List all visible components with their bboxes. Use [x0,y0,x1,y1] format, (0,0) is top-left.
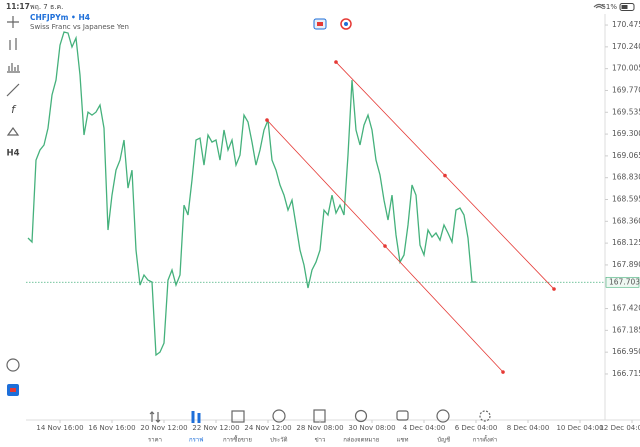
y-tick-label: 167.420 [612,304,640,313]
battery-level [621,5,628,9]
nav-label[interactable]: กล่องจดหมาย [343,437,379,444]
y-tick-label: 170.475 [612,20,640,29]
functions-tool[interactable]: f [11,103,17,116]
nav-icons [149,409,491,423]
y-tick-label: 167.185 [612,325,640,334]
nav-icon-chart[interactable] [191,411,201,423]
x-tick-label: 20 Nov 12:00 [140,424,187,432]
nav-icon-history[interactable] [272,409,286,423]
trendline-handle [334,60,338,64]
quick-trade-button[interactable] [6,358,20,372]
x-tick-label: 28 Nov 08:00 [296,424,343,432]
one-click-dot [344,22,348,26]
x-tick-label: 6 Dec 04:00 [455,424,498,432]
trendline-mid-handle [443,173,447,178]
y-tick-label: 168.830 [612,173,640,182]
nav-label[interactable]: การตั้งค่า [473,434,497,444]
status-date: พฤ. 7 ธ.ค. [30,3,63,11]
y-tick-label: 170.005 [612,64,640,73]
trendline-handle [265,118,269,122]
x-tick-label: 4 Dec 04:00 [403,424,446,432]
nav-label[interactable]: กราฟ [189,437,203,444]
x-tick-label: 10 Dec 04:00 [556,424,603,432]
y-tick-label: 170.240 [612,42,640,51]
x-tick-label: 16 Nov 16:00 [88,424,135,432]
x-tick-label: 22 Nov 12:00 [192,424,239,432]
last-price-box [605,276,640,288]
crosshair-tool[interactable] [7,16,19,28]
line-tool[interactable] [6,83,20,97]
nav-icon-mailbox[interactable] [354,409,368,423]
y-tick-label: 166.715 [612,369,640,378]
indicators-tool[interactable] [7,63,20,73]
y-tick-label: 169.535 [612,107,640,116]
wifi-icon [593,3,605,9]
shapes-tool[interactable] [6,126,20,136]
nav-icon-settings[interactable] [479,410,491,422]
nav-label[interactable]: แชท [397,437,409,444]
trendline-mid-handle [383,244,387,248]
one-click-trading[interactable] [340,18,352,30]
nav-label[interactable]: ข่าว [315,437,326,444]
toggle-mark [317,22,323,26]
status-time: 11:17 [6,2,30,11]
trendline-handle [552,287,556,291]
x-tick-label: 30 Nov 08:00 [348,424,395,432]
nav-icon-quotes[interactable] [149,411,161,423]
nav-label[interactable]: บัญชี [437,436,450,444]
nav-icon-chat[interactable] [396,410,409,421]
y-tick-label: 168.360 [612,216,640,225]
x-tick-label: 14 Nov 16:00 [36,424,83,432]
battery-icon [619,3,635,11]
y-tick-label: 169.065 [612,151,640,160]
y-tick-label: 168.595 [612,195,640,204]
symbol-description: Swiss Franc vs Japanese Yen [30,23,129,31]
timeframe-tool[interactable]: H4 [6,149,19,159]
price-line [27,31,476,357]
y-tick-label: 169.770 [612,85,640,94]
nav-label[interactable]: การซื้อขาย [223,434,252,444]
nav-icon-trade[interactable] [231,410,245,423]
nav-label[interactable]: ราคา [148,437,162,444]
trade-panel-mark [10,388,16,392]
y-tick-label: 166.950 [612,347,640,356]
symbol-title[interactable]: CHFJPYm • H4 [30,13,90,22]
nav-label[interactable]: ประวัติ [270,437,288,444]
x-tick-label: 8 Dec 04:00 [507,424,550,432]
chart-type-tool[interactable] [9,38,17,50]
x-tick-label: 12 Dec 04:00 [599,424,640,432]
y-tick-label: 169.300 [612,129,640,138]
x-tick-label: 24 Nov 12:00 [244,424,291,432]
status-battery: 51% [601,3,617,11]
last-price-label: 167.703 [609,277,640,286]
nav-icon-accounts[interactable] [436,409,450,423]
trendline-handle [501,370,505,374]
y-tick-label: 167.890 [612,260,640,269]
y-tick-label: 168.125 [612,238,640,247]
